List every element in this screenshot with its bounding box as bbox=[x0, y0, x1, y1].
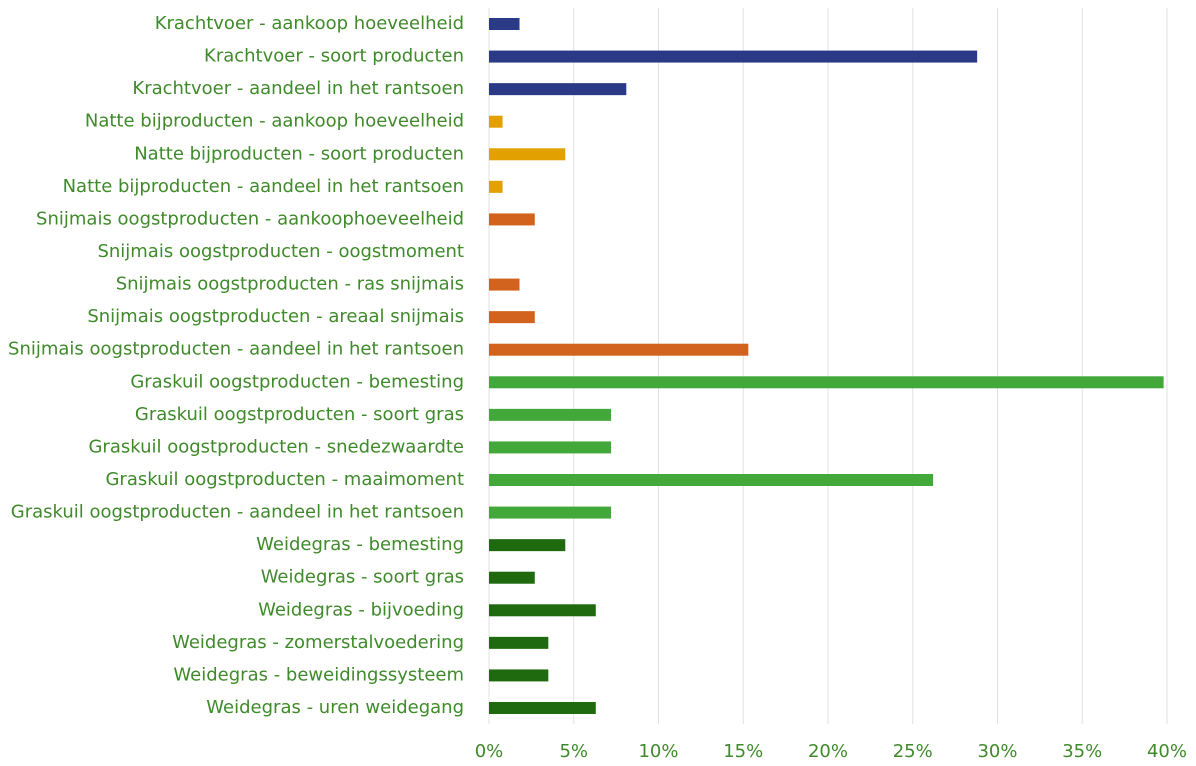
bar bbox=[489, 180, 503, 193]
x-tick-label: 35% bbox=[1062, 741, 1102, 762]
bar bbox=[489, 213, 535, 226]
y-tick-label: Graskuil oogstproducten - aandeel in het… bbox=[11, 502, 464, 523]
y-tick-label: Graskuil oogstproducten - maaimoment bbox=[105, 469, 464, 490]
bar bbox=[489, 669, 549, 682]
bar bbox=[489, 571, 535, 584]
y-tick-label: Natte bijproducten - soort producten bbox=[134, 143, 464, 164]
y-tick-label: Krachtvoer - aankoop hoeveelheid bbox=[155, 13, 464, 34]
y-tick-label: Weidegras - beweidingssysteem bbox=[173, 664, 464, 685]
y-tick-label: Weidegras - soort gras bbox=[261, 567, 464, 588]
y-tick-label: Weidegras - zomerstalvoedering bbox=[172, 632, 464, 653]
y-tick-label: Snijmais oogstproducten - ras snijmais bbox=[116, 274, 464, 295]
y-tick-label: Snijmais oogstproducten - aankoophoeveel… bbox=[36, 208, 464, 229]
y-tick-label: Graskuil oogstproducten - bemesting bbox=[130, 371, 464, 392]
y-tick-label: Weidegras - bemesting bbox=[256, 534, 464, 555]
x-tick-label: 20% bbox=[808, 741, 848, 762]
x-tick-label: 10% bbox=[638, 741, 678, 762]
bar bbox=[489, 604, 596, 617]
x-tick-label: 15% bbox=[723, 741, 763, 762]
y-tick-label: Snijmais oogstproducten - areaal snijmai… bbox=[87, 306, 464, 327]
y-tick-label: Natte bijproducten - aankoop hoeveelheid bbox=[85, 111, 464, 132]
bar bbox=[489, 441, 612, 454]
x-tick-label: 25% bbox=[893, 741, 933, 762]
bar bbox=[489, 83, 627, 96]
y-tick-label: Krachtvoer - soort producten bbox=[204, 46, 464, 67]
x-tick-label: 5% bbox=[559, 741, 588, 762]
x-tick-label: 40% bbox=[1147, 741, 1187, 762]
bar bbox=[489, 539, 566, 552]
bar bbox=[489, 311, 535, 324]
bar bbox=[489, 278, 520, 291]
bar bbox=[489, 474, 934, 486]
bar bbox=[489, 148, 566, 161]
bar bbox=[489, 50, 978, 63]
y-tick-label: Krachtvoer - aandeel in het rantsoen bbox=[132, 78, 464, 99]
y-tick-label: Weidegras - bijvoeding bbox=[258, 599, 464, 620]
bar bbox=[489, 115, 503, 128]
y-tick-label: Graskuil oogstproducten - snedezwaardte bbox=[88, 436, 464, 457]
bar bbox=[489, 343, 749, 356]
x-tick-label: 0% bbox=[475, 741, 504, 762]
y-tick-label: Snijmais oogstproducten - aandeel in het… bbox=[8, 339, 464, 360]
bar bbox=[489, 702, 596, 714]
x-tick-label: 30% bbox=[977, 741, 1017, 762]
y-tick-label: Natte bijproducten - aandeel in het rant… bbox=[63, 176, 464, 197]
bar bbox=[489, 18, 520, 30]
bar bbox=[489, 506, 612, 519]
y-tick-label: Snijmais oogstproducten - oogstmoment bbox=[97, 241, 464, 262]
y-tick-label: Weidegras - uren weidegang bbox=[206, 697, 464, 718]
bar bbox=[489, 376, 1164, 389]
bar bbox=[489, 636, 549, 649]
y-tick-label: Graskuil oogstproducten - soort gras bbox=[135, 404, 464, 425]
bar bbox=[489, 408, 612, 421]
